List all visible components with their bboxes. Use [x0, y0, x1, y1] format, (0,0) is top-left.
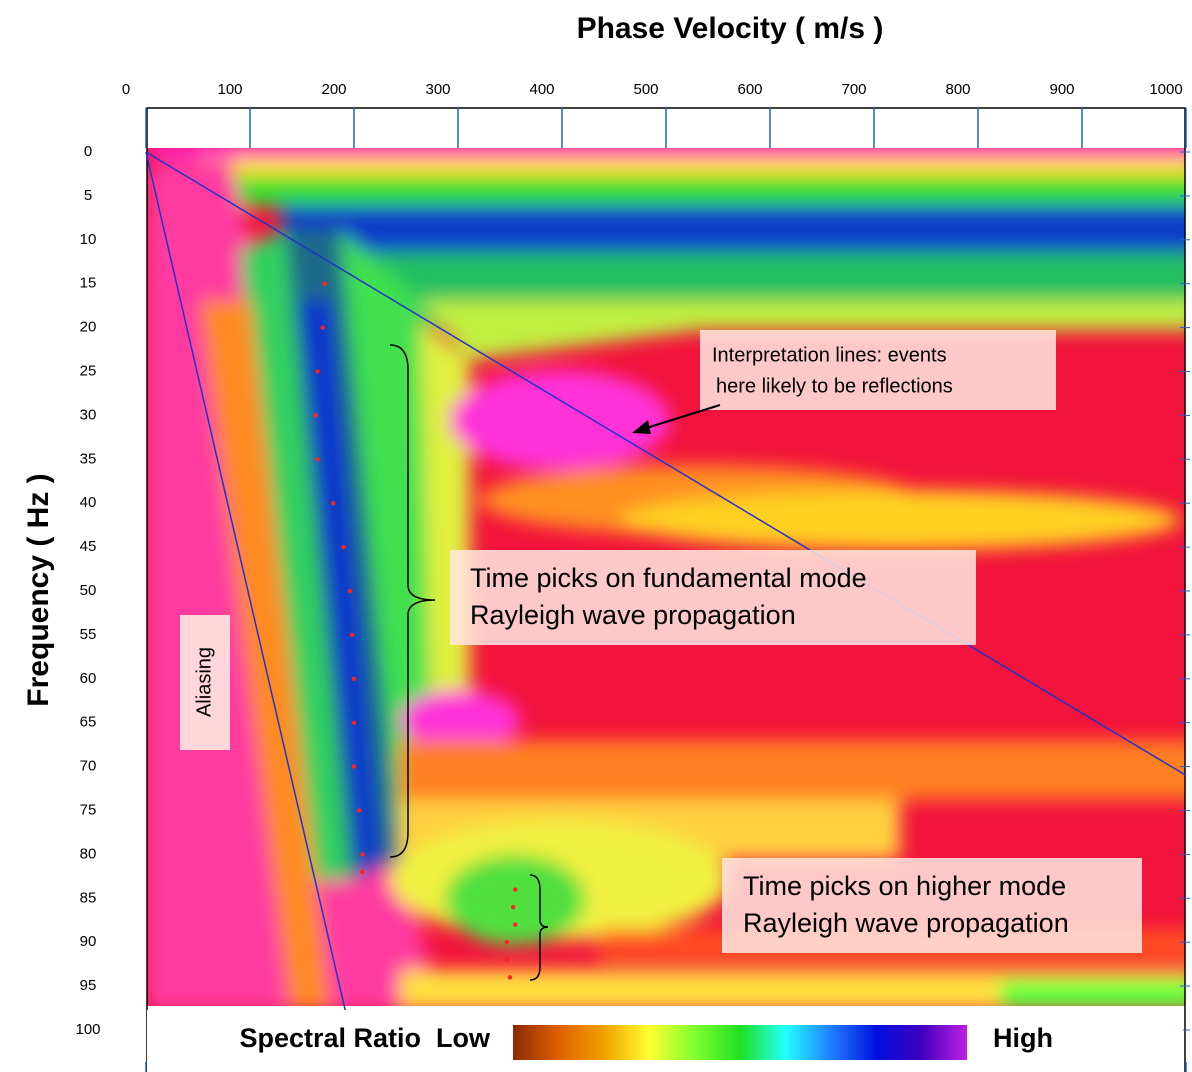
time-pick: [351, 720, 357, 725]
annotation: Rayleigh wave propagation: [743, 908, 1069, 938]
y-tick-label: 30: [80, 406, 97, 423]
annotation-box: [722, 858, 1142, 953]
annotation: Rayleigh wave propagation: [470, 600, 796, 630]
spectrum-image: [147, 148, 1185, 1006]
y-tick-label: 25: [80, 362, 97, 379]
time-pick: [510, 904, 516, 910]
annotation-box: [450, 550, 976, 645]
x-tick-label: 500: [633, 81, 658, 98]
colorbar: [513, 1025, 967, 1060]
arrow-head: [632, 420, 651, 434]
time-pick: [315, 369, 320, 374]
time-pick: [341, 544, 346, 550]
y-axis-title: Frequency ( Hz ): [22, 473, 55, 706]
time-pick: [507, 975, 513, 980]
x-tick-label: 0: [122, 81, 130, 98]
brace: [529, 874, 549, 981]
y-tick-label: 70: [80, 758, 97, 775]
y-tick-label: 0: [84, 143, 92, 160]
x-tick-label: 1000: [1149, 81, 1182, 98]
colorbar-low-label: Spectral Ratio Low: [239, 1023, 491, 1053]
arrow: [639, 404, 721, 431]
y-tick-label: 65: [80, 714, 97, 731]
time-pick: [315, 457, 320, 462]
time-pick: [322, 281, 328, 286]
time-pick: [351, 764, 357, 769]
y-tick-label: 75: [80, 801, 97, 818]
y-tick-label: 5: [84, 187, 92, 204]
y-tick-label: 10: [80, 231, 97, 248]
time-pick: [351, 676, 357, 681]
time-pick: [320, 325, 325, 330]
x-axis-title: Phase Velocity ( m/s ): [577, 12, 884, 45]
time-pick: [360, 869, 365, 875]
time-pick: [349, 632, 355, 638]
x-tick-label: 100: [217, 81, 242, 98]
time-pick: [331, 501, 336, 506]
annotation: Time picks on higher mode: [743, 871, 1066, 901]
y-tick-label: 45: [80, 538, 97, 555]
x-tick-label: 700: [841, 81, 866, 98]
interpretation-line: [145, 151, 1187, 777]
x-tick-label: 200: [321, 81, 346, 98]
y-tick-label: 90: [80, 933, 97, 950]
y-tick-label: 40: [80, 494, 97, 511]
x-tick-label: 300: [425, 81, 450, 98]
annotation: Interpretation lines: events: [712, 344, 947, 366]
colorbar-high-label: High: [993, 1023, 1053, 1053]
time-pick: [504, 940, 510, 945]
time-pick: [513, 922, 518, 927]
y-tick-label: 80: [80, 845, 97, 862]
y-tick-label: 60: [80, 670, 97, 687]
x-tick-label: 600: [737, 81, 762, 98]
interpretation-line: [145, 151, 351, 1031]
y-tick-label: 55: [80, 626, 97, 643]
time-pick: [347, 588, 353, 594]
y-tick-label: 85: [80, 889, 97, 906]
x-tick-label: 400: [529, 81, 554, 98]
time-pick: [504, 957, 510, 962]
time-pick: [513, 887, 518, 892]
y-tick-label: 15: [80, 275, 97, 292]
annotation: Time picks on fundamental mode: [470, 563, 867, 593]
brace: [389, 344, 436, 858]
y-tick-label: 100: [75, 1021, 100, 1038]
time-pick: [313, 413, 318, 418]
annotation-box: [700, 330, 1056, 410]
annotation: here likely to be reflections: [716, 375, 953, 397]
y-tick-label: 35: [80, 450, 97, 467]
y-tick-label: 95: [80, 977, 97, 994]
time-pick: [360, 852, 365, 857]
y-tick-label: 20: [80, 319, 97, 336]
x-tick-label: 900: [1049, 81, 1074, 98]
annotation: Aliasing: [193, 647, 215, 717]
time-pick: [357, 808, 362, 813]
y-tick-label: 50: [80, 582, 97, 599]
annotation-box: [180, 615, 230, 750]
x-tick-label: 800: [945, 81, 970, 98]
